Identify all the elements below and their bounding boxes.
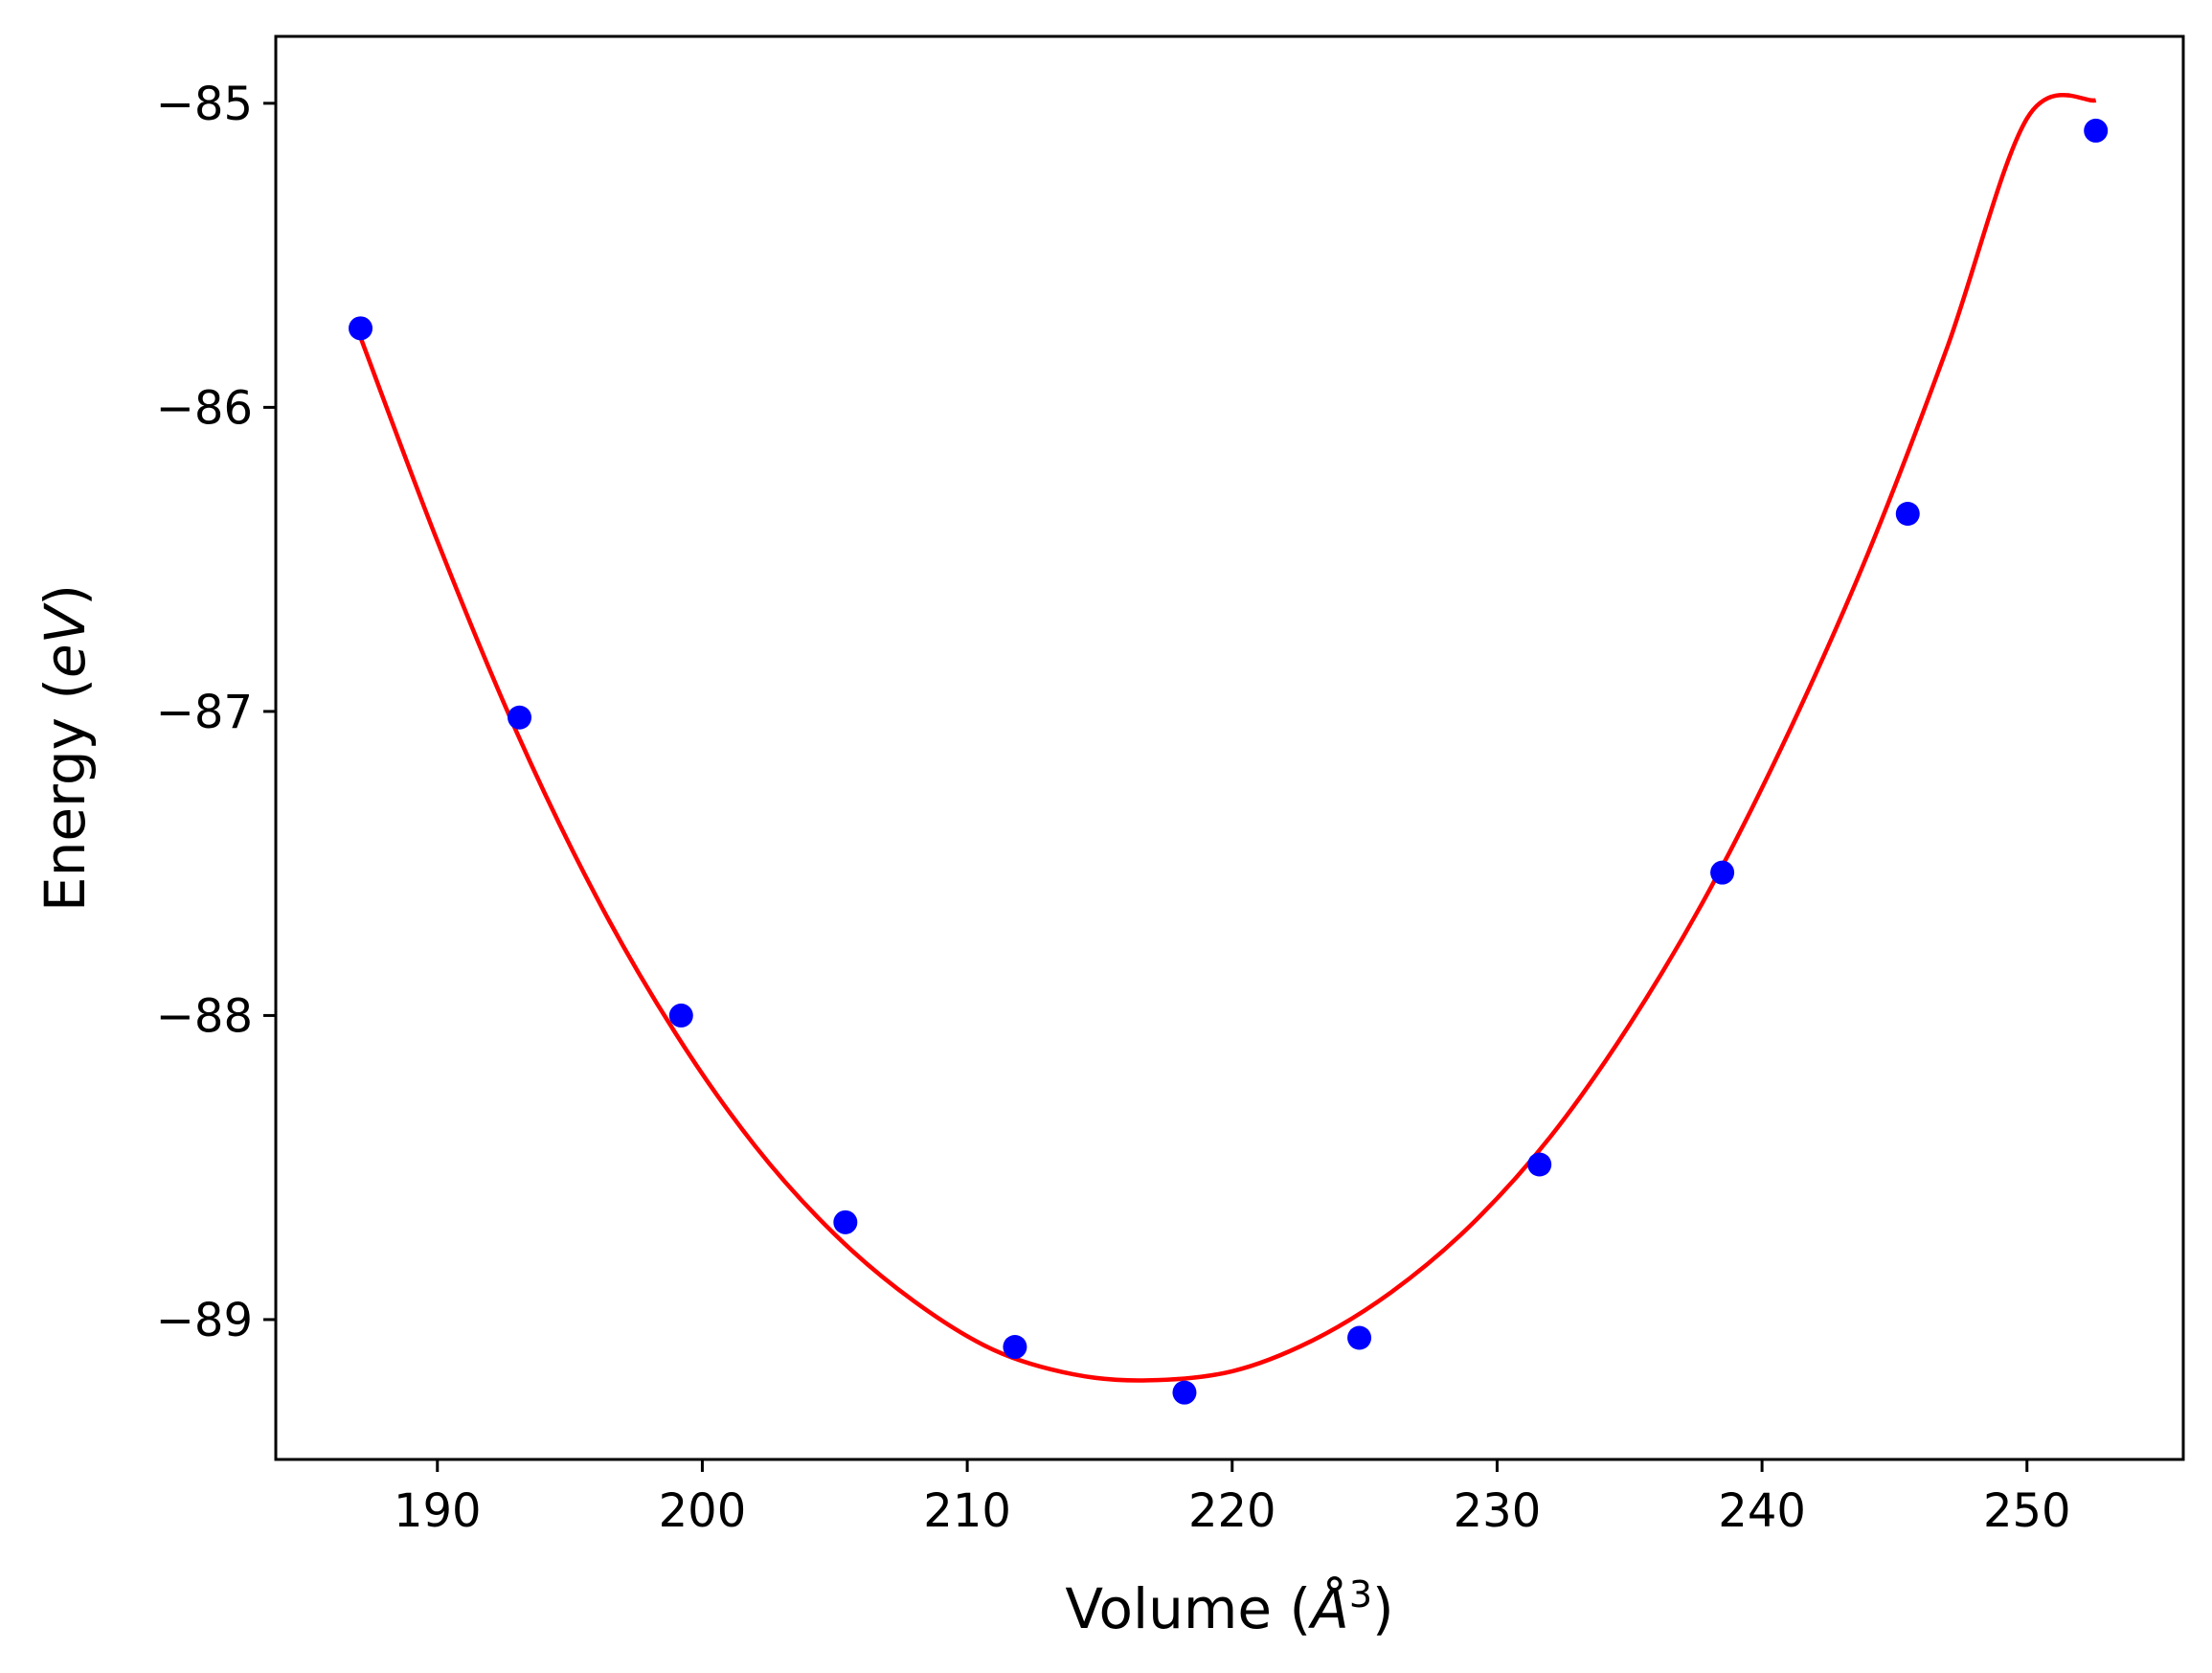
- y-axis: −85 −86 −87 −88 −89: [156, 78, 276, 1347]
- data-point: [508, 705, 532, 730]
- x-axis-label: Volume (Å3): [1065, 1573, 1393, 1641]
- axes-frame: [274, 34, 2185, 1461]
- y-tick-label: −89: [156, 1294, 253, 1347]
- fit-curve-line: [358, 92, 2097, 1383]
- y-tick-label: −86: [156, 381, 253, 435]
- data-point: [1003, 1335, 1027, 1360]
- x-tick-label: 250: [1983, 1484, 2071, 1538]
- x-tick-label: 230: [1454, 1484, 1542, 1538]
- x-tick-label: 190: [394, 1484, 482, 1538]
- data-point: [833, 1210, 858, 1234]
- data-point: [349, 316, 373, 341]
- x-tick-label: 220: [1188, 1484, 1276, 1538]
- data-point: [1527, 1152, 1552, 1177]
- data-point: [1347, 1325, 1372, 1350]
- data-point: [1895, 502, 1920, 527]
- y-axis-label: Energy (eV): [33, 584, 98, 912]
- y-tick-label: −85: [156, 78, 253, 131]
- data-point: [1172, 1380, 1197, 1405]
- x-axis: 190 200 210 220 230 240 250: [394, 1459, 2071, 1538]
- x-tick-label: 240: [1718, 1484, 1806, 1538]
- data-point: [668, 1003, 693, 1028]
- x-tick-label: 200: [659, 1484, 747, 1538]
- data-point: [1710, 860, 1735, 885]
- x-tick-label: 210: [923, 1484, 1011, 1538]
- data-point: [2084, 118, 2109, 143]
- plot-area: [349, 92, 2109, 1405]
- y-tick-label: −88: [156, 989, 253, 1043]
- y-tick-label: −87: [156, 686, 253, 739]
